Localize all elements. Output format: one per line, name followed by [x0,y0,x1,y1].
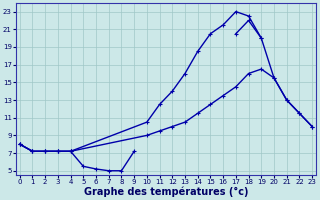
X-axis label: Graphe des températures (°c): Graphe des températures (°c) [84,187,248,197]
